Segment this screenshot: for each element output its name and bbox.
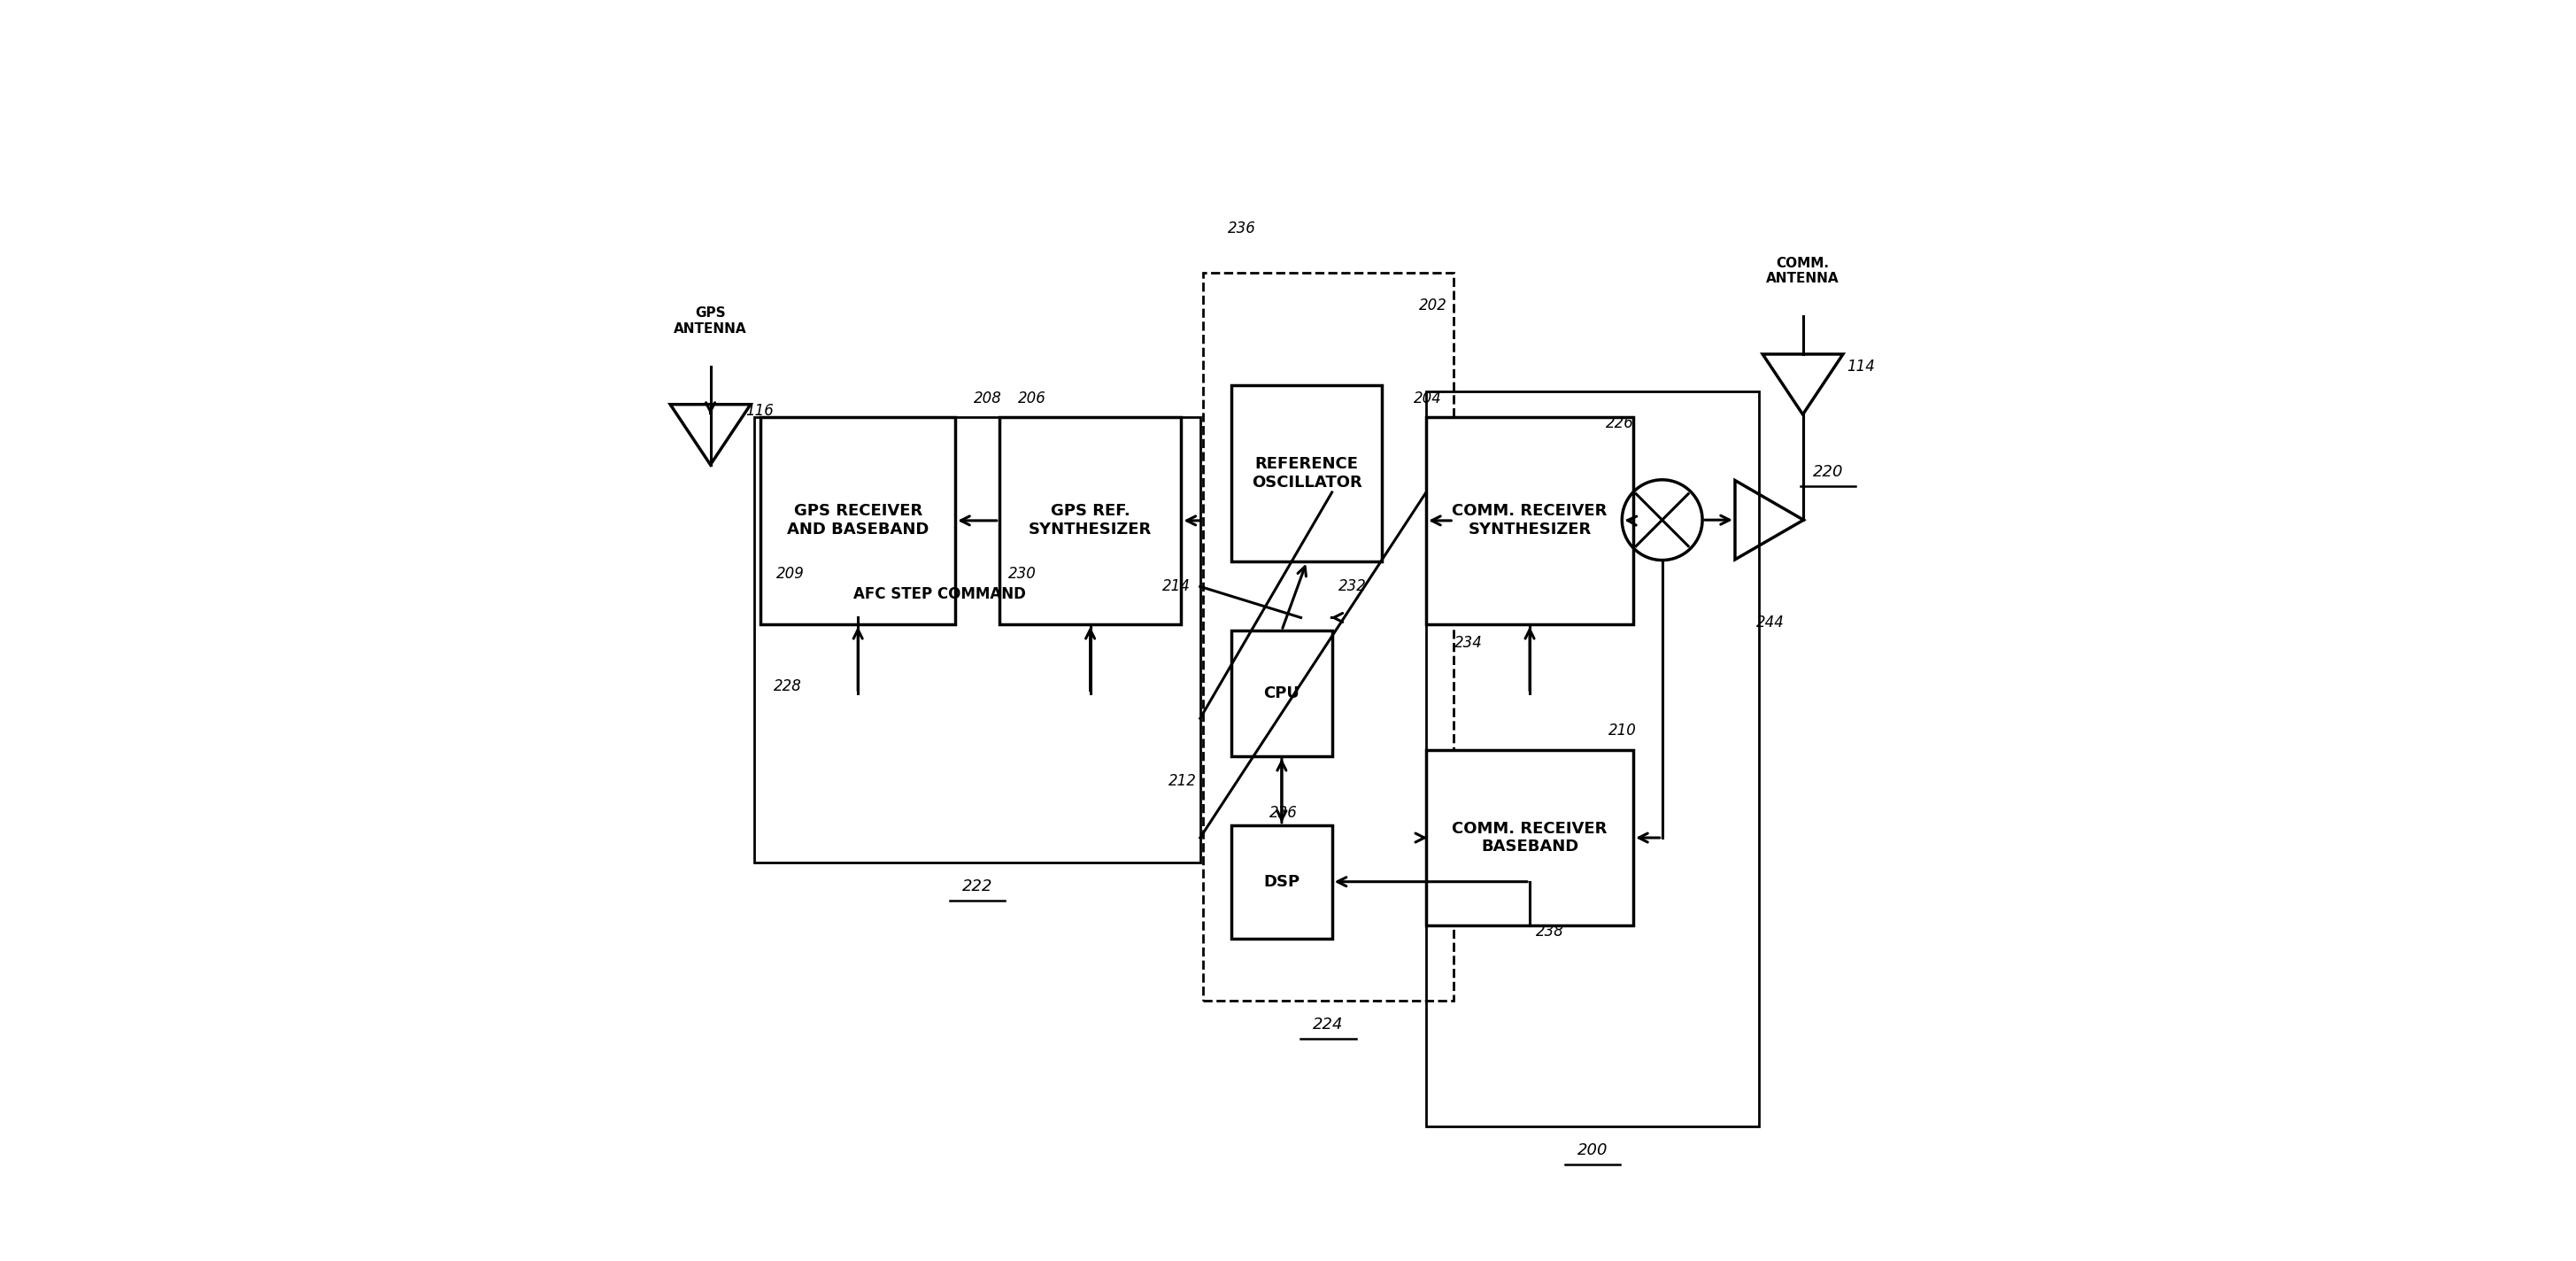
FancyBboxPatch shape	[1231, 386, 1383, 561]
Text: 234: 234	[1455, 636, 1484, 651]
Text: 232: 232	[1337, 579, 1365, 594]
Text: COMM. RECEIVER
BASEBAND: COMM. RECEIVER BASEBAND	[1453, 821, 1607, 855]
FancyBboxPatch shape	[1427, 750, 1633, 926]
FancyBboxPatch shape	[1427, 417, 1633, 624]
Text: GPS
ANTENNA: GPS ANTENNA	[675, 306, 747, 335]
Text: GPS REF.
SYNTHESIZER: GPS REF. SYNTHESIZER	[1028, 503, 1151, 537]
Text: 202: 202	[1419, 298, 1448, 314]
Text: 236: 236	[1229, 221, 1257, 237]
Text: 228: 228	[773, 678, 801, 695]
Text: DSP: DSP	[1262, 874, 1301, 890]
Text: 116: 116	[744, 402, 773, 419]
Text: 208: 208	[974, 390, 1002, 406]
Text: COMM. RECEIVER
SYNTHESIZER: COMM. RECEIVER SYNTHESIZER	[1453, 503, 1607, 537]
Text: 244: 244	[1757, 615, 1785, 630]
Text: 204: 204	[1414, 390, 1443, 406]
Text: CPU: CPU	[1265, 685, 1301, 701]
Text: 200: 200	[1577, 1142, 1607, 1158]
Text: REFERENCE
OSCILLATOR: REFERENCE OSCILLATOR	[1252, 456, 1363, 491]
Text: 222: 222	[961, 879, 992, 894]
Text: 238: 238	[1535, 924, 1564, 939]
FancyBboxPatch shape	[1231, 825, 1332, 938]
Text: 210: 210	[1607, 723, 1636, 739]
FancyBboxPatch shape	[760, 417, 956, 624]
Text: COMM.
ANTENNA: COMM. ANTENNA	[1767, 256, 1839, 285]
Text: 226: 226	[1605, 415, 1633, 431]
Text: 220: 220	[1814, 464, 1844, 479]
FancyBboxPatch shape	[999, 417, 1182, 624]
Text: 206: 206	[1018, 390, 1046, 406]
Text: 236: 236	[1270, 805, 1298, 821]
FancyBboxPatch shape	[1231, 630, 1332, 757]
Text: 224: 224	[1314, 1016, 1345, 1033]
Text: 214: 214	[1162, 579, 1190, 594]
Text: 230: 230	[1010, 566, 1036, 581]
Text: 209: 209	[775, 566, 804, 581]
Text: AFC STEP COMMAND: AFC STEP COMMAND	[853, 586, 1025, 603]
Text: 212: 212	[1170, 773, 1198, 789]
Text: GPS RECEIVER
AND BASEBAND: GPS RECEIVER AND BASEBAND	[786, 503, 930, 537]
Text: 114: 114	[1847, 358, 1875, 375]
